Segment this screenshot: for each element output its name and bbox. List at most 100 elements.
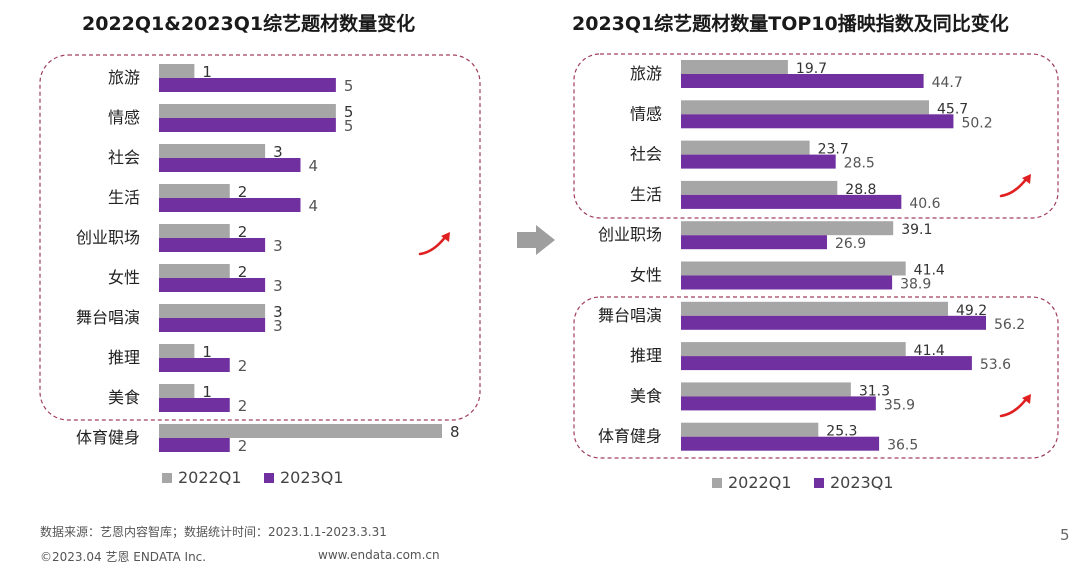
bar-2022q1	[681, 301, 949, 316]
bar-2023q1	[159, 78, 336, 92]
data-label: 5	[344, 117, 354, 135]
category-label: 女性	[108, 268, 140, 287]
bar-2023q1	[159, 118, 336, 132]
data-label: 1	[202, 63, 212, 81]
data-label: 2	[238, 357, 248, 375]
bar-2023q1	[681, 235, 827, 250]
category-label: 推理	[630, 346, 662, 365]
data-label: 4	[309, 197, 319, 215]
category-label: 生活	[630, 185, 662, 204]
bar-2023q1	[159, 398, 230, 412]
data-label: 5	[344, 77, 354, 95]
data-label: 3	[273, 317, 283, 335]
legend-swatch	[712, 478, 722, 488]
bar-2023q1	[681, 436, 880, 451]
bar-2022q1	[159, 344, 195, 358]
data-label: 2	[238, 183, 248, 201]
data-label: 2	[238, 397, 248, 415]
bar-2023q1	[159, 358, 230, 372]
bar-2022q1	[681, 140, 810, 155]
data-label: 53.6	[980, 357, 1011, 373]
right-top-group-box	[573, 53, 1059, 219]
trend-up-arrow-icon	[418, 232, 450, 256]
category-label: 旅游	[630, 64, 662, 83]
bar-2023q1	[159, 238, 266, 252]
bar-2023q1	[681, 74, 924, 88]
footer-website: www.endata.com.cn	[318, 548, 440, 562]
data-label: 49.2	[956, 303, 987, 319]
data-label: 2	[238, 437, 248, 455]
bar-2023q1	[681, 315, 986, 330]
bar-2022q1	[681, 100, 930, 115]
bar-2023q1	[681, 154, 836, 169]
page-number: 5	[1060, 526, 1070, 544]
legend-label: 2023Q1	[830, 473, 894, 492]
right-arrow-icon	[517, 225, 555, 255]
category-label: 女性	[630, 266, 662, 285]
data-label: 2	[238, 263, 248, 281]
bar-2022q1	[681, 221, 894, 236]
bar-2022q1	[159, 384, 195, 398]
legend-swatch	[814, 478, 824, 488]
data-label: 56.2	[994, 317, 1025, 333]
data-label: 3	[273, 303, 283, 321]
data-label: 28.5	[844, 156, 875, 172]
bar-2022q1	[159, 424, 442, 438]
bar-2023q1	[159, 438, 230, 452]
trend-up-arrow-icon	[999, 174, 1031, 198]
bar-2023q1	[681, 194, 902, 209]
category-label: 情感	[630, 104, 662, 123]
data-label: 39.1	[901, 222, 932, 238]
category-label: 体育健身	[76, 428, 140, 447]
data-label: 3	[273, 277, 283, 295]
data-label: 2	[238, 223, 248, 241]
data-label: 50.2	[961, 115, 992, 131]
bar-2022q1	[159, 264, 230, 278]
legend-label: 2022Q1	[178, 468, 242, 487]
bar-2022q1	[681, 382, 851, 397]
category-label: 生活	[108, 188, 140, 207]
bar-2023q1	[159, 158, 301, 172]
data-label: 44.7	[932, 75, 963, 91]
left-chart-title: 2022Q1&2023Q1综艺题材数量变化	[82, 13, 416, 35]
bar-2023q1	[681, 114, 954, 129]
data-label: 40.6	[909, 196, 940, 212]
bar-2022q1	[159, 64, 195, 78]
bar-2022q1	[159, 224, 230, 238]
legend-swatch	[162, 473, 172, 483]
bar-2023q1	[159, 318, 266, 332]
data-label: 1	[202, 383, 212, 401]
bar-2022q1	[681, 422, 819, 437]
bar-2022q1	[681, 342, 906, 357]
data-label: 19.7	[796, 61, 827, 77]
bar-2023q1	[681, 356, 972, 371]
category-label: 社会	[630, 145, 662, 164]
right-chart: 旅游 19.7 44.7 情感 45.750.2 社会 23.728.5 生活 28.8 40.6…	[598, 60, 1025, 492]
data-label: 3	[273, 237, 283, 255]
data-label: 41.4	[914, 263, 945, 279]
data-label: 5	[344, 103, 354, 121]
bar-2022q1	[159, 184, 230, 198]
bar-2023q1	[681, 275, 893, 290]
category-label: 情感	[108, 108, 140, 127]
data-label: 8	[450, 423, 460, 441]
category-label: 舞台唱演	[598, 306, 662, 325]
data-label: 26.9	[835, 236, 866, 252]
category-label: 美食	[108, 388, 140, 407]
bar-2023q1	[681, 396, 876, 411]
data-label: 35.9	[884, 397, 915, 413]
category-label: 舞台唱演	[76, 308, 140, 327]
bar-2023q1	[159, 198, 301, 212]
data-label: 28.8	[845, 182, 876, 198]
category-label: 推理	[108, 348, 140, 367]
data-label: 3	[273, 143, 283, 161]
left-group-box	[39, 54, 481, 421]
bar-2022q1	[159, 144, 266, 158]
data-label: 36.5	[887, 438, 918, 454]
right-bottom-group-box	[573, 296, 1059, 459]
data-label: 45.7	[937, 101, 968, 117]
category-label: 社会	[108, 148, 140, 167]
trend-up-arrow-icon	[999, 394, 1031, 418]
category-label: 旅游	[108, 68, 140, 87]
